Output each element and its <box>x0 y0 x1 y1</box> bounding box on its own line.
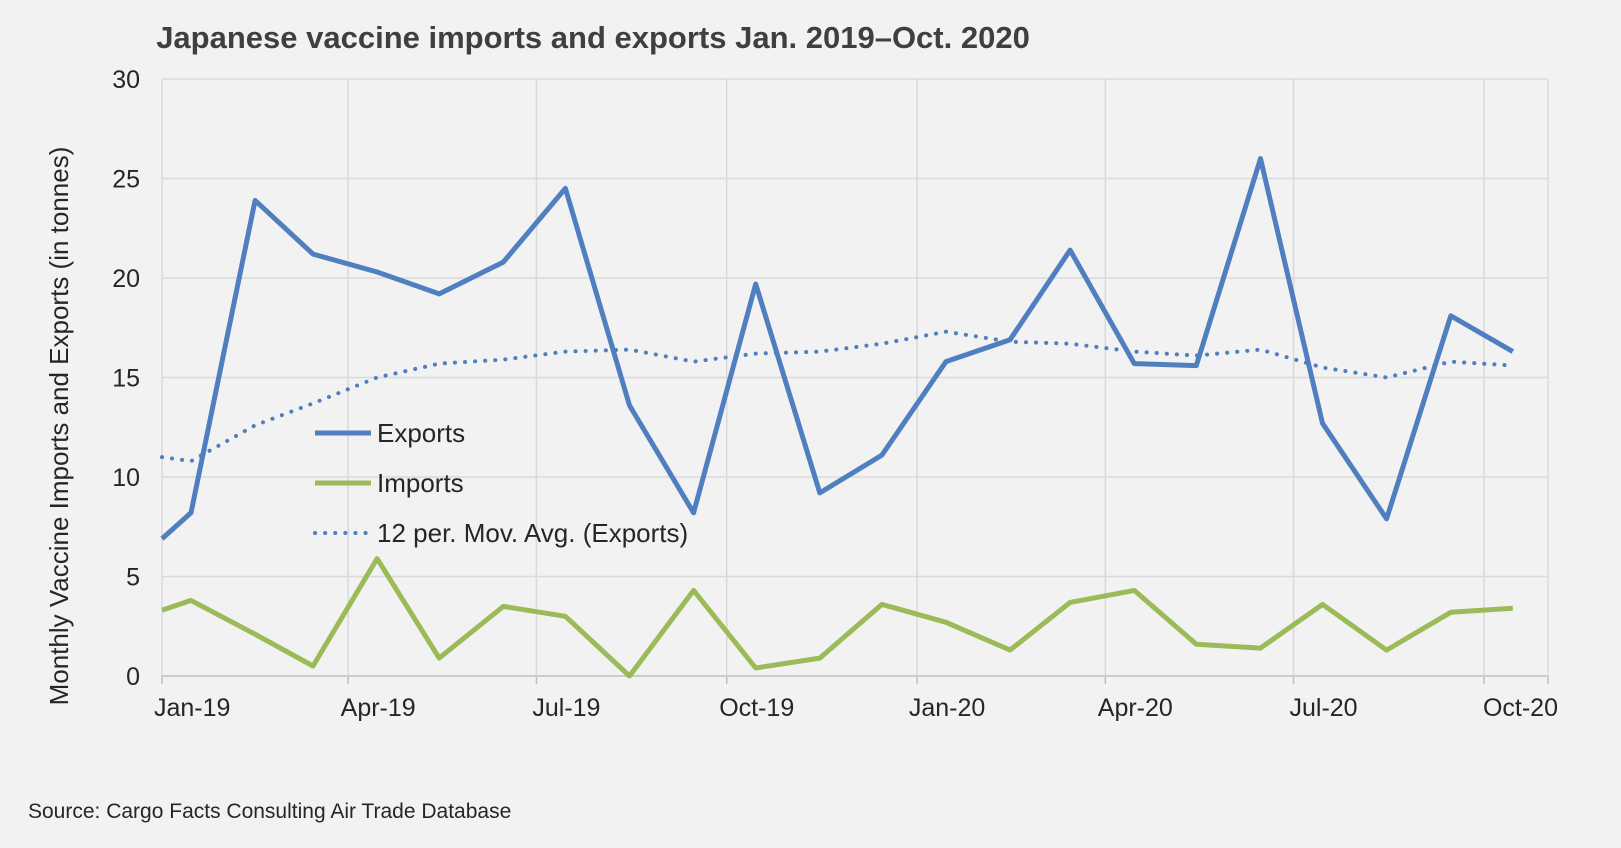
series-line-12-per-mov-avg-exports <box>160 329 1515 464</box>
x-tick-label: Oct-19 <box>719 694 794 722</box>
y-axis: 0 5 10 15 20 25 30 <box>112 66 140 691</box>
legend: Exports Imports 12 per. Mov. Avg. (Exports… <box>313 418 688 548</box>
y-tick-label: 25 <box>112 166 140 194</box>
y-tick-label: 5 <box>126 564 140 592</box>
chart-title: Japanese vaccine imports and exports Jan… <box>156 20 1030 55</box>
x-tick-label: Jul-20 <box>1290 694 1358 722</box>
source-note: Source: Cargo Facts Consulting Air Trade… <box>28 800 511 823</box>
x-tick-label: Jul-19 <box>532 694 600 722</box>
legend-label: Imports <box>377 468 464 498</box>
grid <box>161 78 1549 677</box>
series-line-exports <box>160 156 1515 541</box>
y-tick-label: 20 <box>112 265 140 293</box>
x-tick-label: Jan-19 <box>154 694 230 722</box>
series-line-imports <box>161 556 1513 679</box>
legend-label: 12 per. Mov. Avg. (Exports) <box>377 518 688 548</box>
y-axis-label: Monthly Vaccine Imports and Exports (in … <box>44 147 74 706</box>
y-tick-label: 30 <box>112 66 140 94</box>
series-layer <box>160 156 1515 679</box>
x-axis: Jan-19 Apr-19 Jul-19 Oct-19 Jan-20 Apr-20 Jul-… <box>154 676 1558 722</box>
y-tick-label: 15 <box>112 365 140 393</box>
x-tick-label: Apr-20 <box>1098 694 1173 722</box>
y-tick-label: 0 <box>126 663 140 691</box>
x-tick-label: Jan-20 <box>909 694 985 722</box>
legend-label: Exports <box>377 418 465 448</box>
x-tick-label: Oct-20 <box>1483 694 1558 722</box>
x-tick-label: Apr-19 <box>341 694 416 722</box>
y-tick-label: 10 <box>112 464 140 492</box>
